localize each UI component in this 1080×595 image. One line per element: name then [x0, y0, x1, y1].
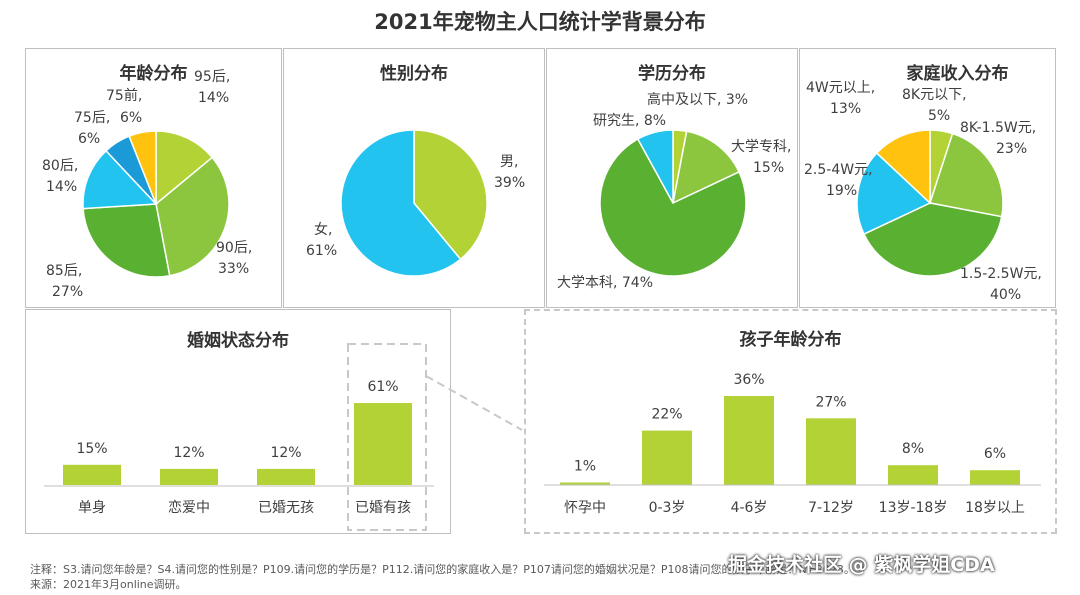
value-label-已婚有孩: 61% [367, 379, 398, 395]
value-label-13岁-18岁: 8% [902, 441, 924, 457]
age-label-95: 95后, 14% [194, 69, 230, 106]
income-label-15w25w: 1.5-2.5W元, 40% [960, 266, 1042, 303]
学历分布-slice-1 [671, 130, 741, 205]
category-label-已婚有孩: 已婚有孩 [355, 500, 411, 516]
家庭收入分布-slice-3 [856, 151, 932, 236]
income-label-8k: 8K元以下, 5% [902, 87, 967, 124]
value-label-4-6岁: 36% [733, 372, 764, 388]
footnote-line2: 来源：2021年3月online调研。 [30, 578, 187, 591]
marriage-panel: 婚姻状态分布 15% 单身 12% 恋爱中 12% 已婚无孩 61% 已婚有孩 [25, 309, 451, 534]
age-pie-chart: 95后, 14% 90后, 33% 85后, 27% 80后, 14% 75后, 6% 7… [42, 69, 252, 300]
edu-label-graduate: 研究生, 8% [593, 113, 666, 129]
value-label-7-12岁: 27% [815, 394, 846, 410]
bar-0-3岁 [642, 430, 692, 485]
income-panel: 家庭收入分布 8K元以下, 5% 8K-1.5W元, 23% 1.5-2.5W元, 4… [799, 48, 1056, 308]
education-pie-chart: 高中及以下, 3% 大学专科, 15% 大学本科, 74% 研究生, 8% [557, 91, 791, 291]
age-label-75after: 75后, 6% [74, 110, 142, 126]
value-label-怀孕中: 1% [574, 459, 596, 475]
children-bars: 1% 怀孕中 22% 0-3岁 36% 4-6岁 27% 7-12岁 8% 13岁-18岁 6% 18… [560, 372, 1025, 516]
category-label-0-3岁: 0-3岁 [649, 500, 686, 516]
学历分布-slice-3 [636, 129, 674, 204]
age-label-90: 90后, 33% [216, 240, 252, 277]
age-label-80: 80后, 14% [42, 158, 78, 195]
value-label-0-3岁: 22% [651, 407, 682, 423]
education-title: 学历分布 [638, 64, 706, 84]
bar-已婚有孩 [354, 403, 412, 485]
年龄分布-slice-2 [82, 203, 171, 278]
bar-13岁-18岁 [888, 465, 938, 485]
性别分布-slice-0 [413, 129, 488, 261]
家庭收入分布-slice-4 [875, 129, 931, 205]
education-pie-slices [599, 129, 747, 277]
category-label-单身: 单身 [78, 500, 106, 516]
value-label-18岁以上: 6% [984, 446, 1006, 462]
category-label-13岁-18岁: 13岁-18岁 [879, 500, 948, 516]
bar-恋爱中 [160, 468, 218, 485]
value-label-单身: 15% [76, 441, 107, 457]
watermark: 掘金技术社区 @ 紫枫学姐CDA [728, 554, 995, 576]
income-pie-slices [856, 129, 1004, 277]
category-label-怀孕中: 怀孕中 [564, 500, 606, 516]
highlight-box [347, 343, 427, 531]
income-pie-chart: 8K元以下, 5% 8K-1.5W元, 23% 1.5-2.5W元, 40% 2.5-… [804, 80, 1042, 303]
edu-label-college: 大学专科, 15% [731, 139, 791, 176]
income-label-25w4w: 2.5-4W元, 19% [804, 162, 873, 199]
bar-4-6岁 [724, 396, 774, 485]
marriage-title: 婚姻状态分布 [187, 331, 289, 351]
marriage-bars: 15% 单身 12% 恋爱中 12% 已婚无孩 61% 已婚有孩 [63, 379, 412, 516]
footnote-line1: 注释：S3.请问您年龄是？S4.请问您的性别是？P109.请问您的学历是？P11… [30, 563, 855, 576]
category-label-7-12岁: 7-12岁 [808, 500, 854, 516]
income-label-8k15w: 8K-1.5W元, 23% [960, 120, 1036, 157]
bar-7-12岁 [806, 418, 856, 486]
page-title: 2021年宠物主人口统计学背景分布 [374, 10, 706, 34]
age-label-75before-pct: 6% [78, 131, 100, 147]
children-panel: 孩子年龄分布 1% 怀孕中 22% 0-3岁 36% 4-6岁 27% 7-12岁 8% 13岁-… [524, 309, 1057, 534]
category-label-已婚无孩: 已婚无孩 [258, 500, 314, 516]
gender-pie-slices [340, 129, 488, 277]
bar-18岁以上 [970, 470, 1020, 485]
年龄分布-slice-1 [155, 156, 230, 277]
income-label-4w: 4W元以上, 13% [806, 80, 875, 117]
gender-pie-chart: 男, 39% 女, 61% [306, 129, 525, 277]
家庭收入分布-slice-2 [862, 202, 1003, 277]
bar-怀孕中 [560, 482, 610, 485]
children-bar-chart: 1% 怀孕中 22% 0-3岁 36% 4-6岁 27% 7-12岁 8% 13岁-18岁 6% 18… [544, 372, 1041, 516]
bar-单身 [63, 464, 121, 485]
gender-panel: 性别分布 男, 39% 女, 61% [283, 48, 545, 308]
学历分布-slice-2 [599, 138, 747, 277]
bar-已婚无孩 [257, 468, 315, 485]
footnote: 注释：S3.请问您年龄是？S4.请问您的性别是？P109.请问您的学历是？P11… [30, 562, 855, 592]
家庭收入分布-slice-1 [929, 132, 1004, 218]
gender-label-female: 女, 61% [306, 221, 337, 259]
gender-title: 性别分布 [380, 64, 448, 84]
category-label-4-6岁: 4-6岁 [731, 500, 768, 516]
marriage-bar-chart: 15% 单身 12% 恋爱中 12% 已婚无孩 61% 已婚有孩 [44, 343, 434, 531]
age-label-85: 85后, 27% [46, 263, 83, 300]
children-title: 孩子年龄分布 [739, 330, 842, 350]
value-label-已婚无孩: 12% [270, 445, 301, 461]
age-title: 年龄分布 [119, 64, 188, 84]
education-panel: 学历分布 高中及以下, 3% 大学专科, 15% 大学本科, 74% 研究生, 8… [546, 48, 798, 308]
age-pie-slices [82, 130, 230, 278]
年龄分布-slice-3 [82, 149, 158, 210]
edu-label-highschool: 高中及以下, 3% [647, 91, 748, 108]
income-title: 家庭收入分布 [906, 64, 1009, 84]
gender-label-male: 男, 39% [494, 154, 525, 191]
age-label-75before: 75前, [106, 87, 142, 104]
年龄分布-slice-5 [128, 130, 157, 205]
edu-label-bachelor: 大学本科, 74% [557, 275, 653, 291]
age-panel: 年龄分布 95后, 14% 90后, 33% 85后, 27% 80后, 14% 75后… [25, 48, 282, 308]
value-label-恋爱中: 12% [173, 445, 204, 461]
年龄分布-slice-0 [155, 130, 214, 206]
性别分布-slice-1 [340, 129, 462, 277]
category-label-恋爱中: 恋爱中 [168, 499, 210, 516]
category-label-18岁以上: 18岁以上 [965, 500, 1025, 516]
